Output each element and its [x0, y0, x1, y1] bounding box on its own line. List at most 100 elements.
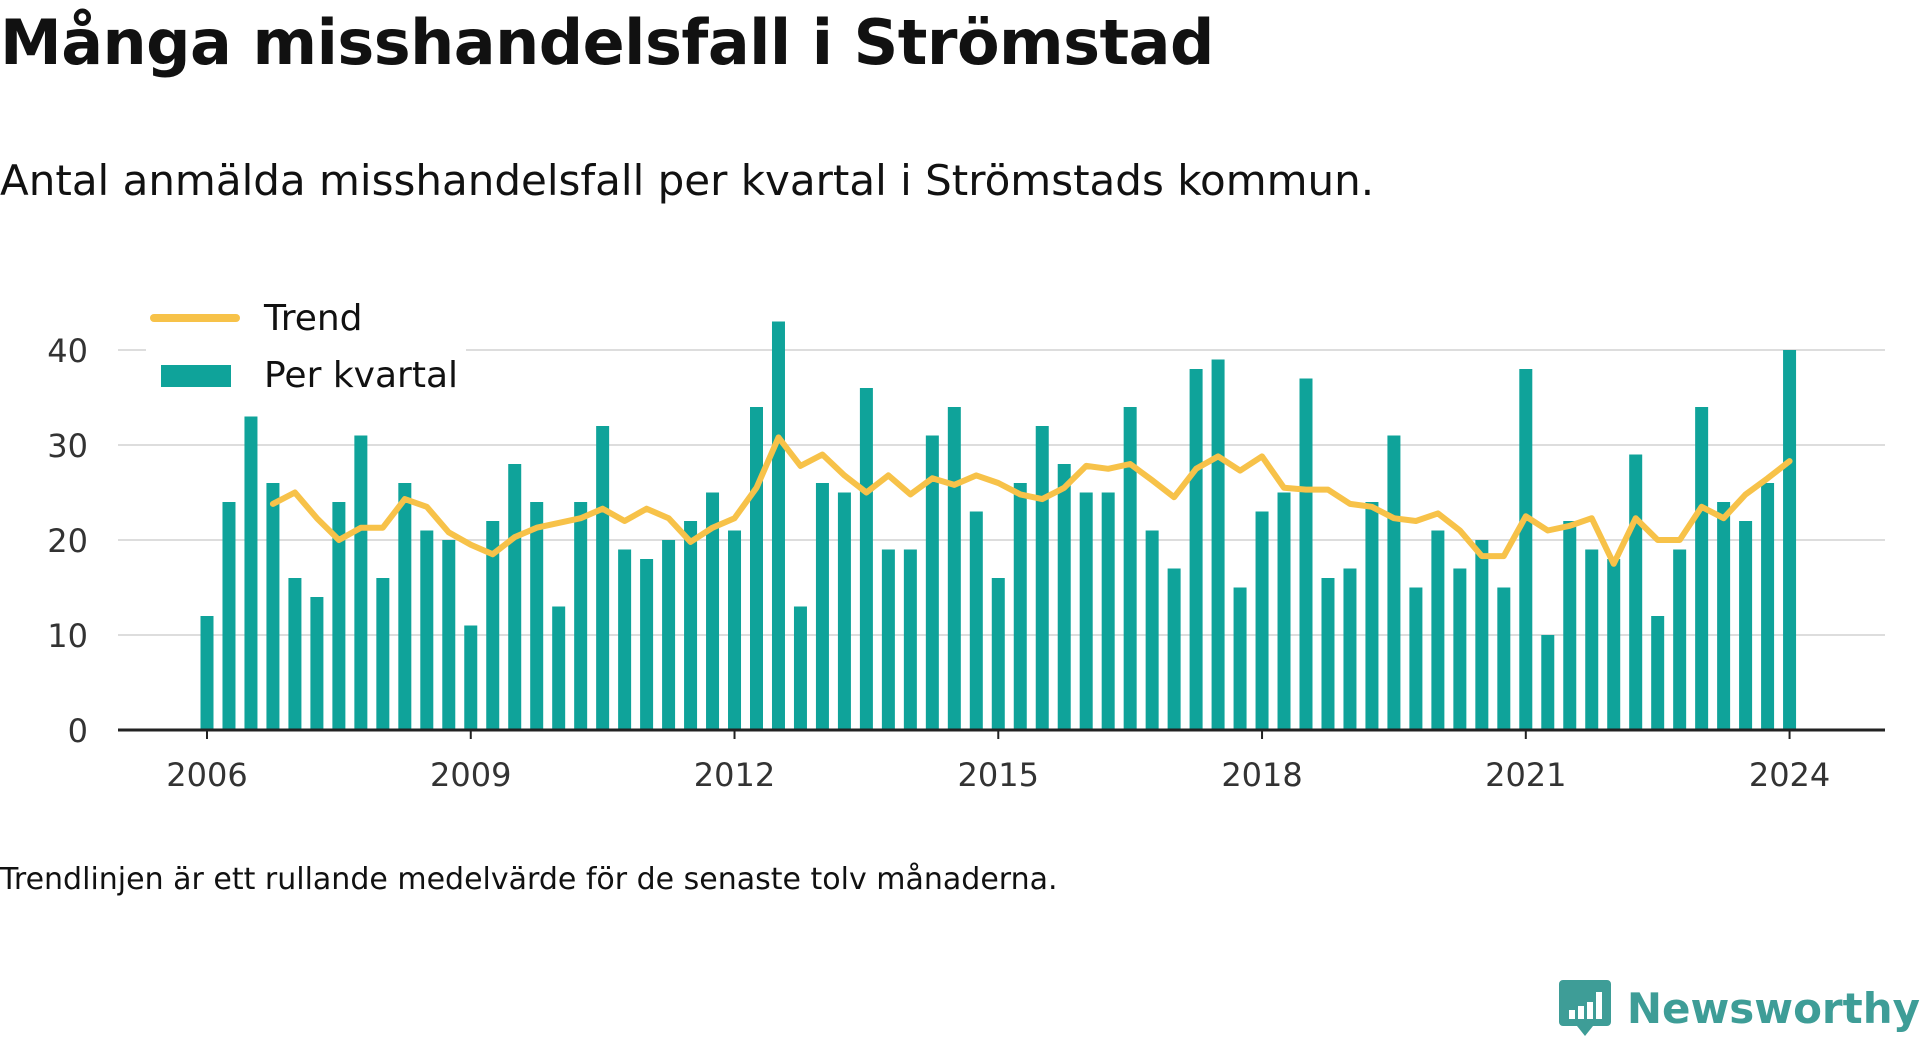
chart-svg: 0 10 20 30 40 2006 2009 2012 2015 2018 2021 2024 T…: [47, 288, 1885, 794]
bar: [881, 549, 895, 730]
x-tick-label: 2006: [166, 756, 247, 794]
bar: [376, 578, 390, 730]
bar: [1497, 587, 1511, 730]
y-tick-label: 0: [68, 712, 88, 750]
x-tick-label: 2021: [1485, 756, 1566, 794]
bar: [310, 597, 324, 730]
trend-line: [269, 434, 1793, 567]
bar: [596, 426, 610, 730]
bar: [486, 521, 500, 730]
bar: [1585, 549, 1599, 730]
bar: [728, 530, 742, 730]
bar: [200, 616, 214, 730]
bar: [1717, 502, 1731, 730]
bar: [859, 388, 873, 730]
bar: [750, 407, 763, 730]
bar: [903, 549, 917, 730]
bar: [793, 606, 807, 730]
bar: [1211, 359, 1225, 730]
bar: [815, 483, 829, 730]
bar: [662, 540, 676, 730]
chart-area: 0 10 20 30 40 2006 2009 2012 2015 2018 2021 2024 T…: [0, 280, 1920, 810]
bar: [1673, 549, 1687, 730]
bar: [1651, 616, 1665, 730]
bar: [1035, 426, 1049, 730]
bar: [1013, 483, 1027, 730]
y-tick-label: 20: [47, 522, 88, 560]
bar: [266, 483, 280, 730]
bar: [618, 549, 632, 730]
bar: [1365, 502, 1379, 730]
legend-bars-swatch: [161, 365, 231, 387]
bar: [991, 578, 1005, 730]
bar: [552, 606, 566, 730]
y-tick-label: 40: [47, 332, 88, 370]
bar: [947, 407, 961, 730]
bar: [1409, 587, 1423, 730]
bar: [1629, 454, 1643, 730]
bar: [1541, 635, 1555, 730]
bar: [1431, 530, 1445, 730]
chart-subtitle: Antal anmälda misshandelsfall per kvarta…: [0, 156, 1375, 205]
bar: [684, 521, 698, 730]
bar: [1783, 350, 1797, 730]
y-tick-label: 30: [47, 427, 88, 465]
bar: [1607, 559, 1621, 730]
bar: [1057, 464, 1071, 730]
bar: [771, 321, 785, 730]
bar: [1387, 435, 1401, 730]
bar: [1299, 378, 1313, 730]
bar: [508, 464, 522, 730]
bar: [442, 540, 456, 730]
bar: [1739, 521, 1753, 730]
bar: [288, 578, 302, 730]
bar: [332, 502, 346, 730]
bar: [1563, 521, 1577, 730]
page-title: Många misshandelsfall i Strömstad: [0, 6, 1214, 79]
bar: [530, 502, 544, 730]
bar: [640, 559, 654, 730]
bar: [1145, 530, 1159, 730]
bar: [969, 511, 983, 730]
bar: [706, 492, 720, 730]
x-tick-label: 2018: [1221, 756, 1302, 794]
bar: [1475, 540, 1489, 730]
bar: [837, 492, 851, 730]
chart-legend: Trend Per kvartal: [146, 288, 466, 396]
bar: [1761, 483, 1775, 730]
bar: [574, 502, 588, 730]
bar: [1123, 407, 1137, 730]
chart-footnote: Trendlinjen är ett rullande medelvärde f…: [0, 862, 1058, 897]
x-tick-label: 2015: [958, 756, 1039, 794]
y-tick-label: 10: [47, 617, 88, 655]
bar: [1233, 587, 1247, 730]
bar: [222, 502, 236, 730]
x-tick-label: 2024: [1749, 756, 1830, 794]
bar: [1079, 492, 1093, 730]
brand-logo: Newsworthy: [1558, 980, 1920, 1036]
bar: [1695, 407, 1709, 730]
bar: [1101, 492, 1115, 730]
x-tick-label: 2012: [694, 756, 775, 794]
bar: [1167, 568, 1181, 730]
bar: [925, 435, 939, 730]
legend-trend-label: Trend: [263, 298, 363, 339]
bar: [398, 483, 412, 730]
bar: [1277, 492, 1291, 730]
newsworthy-logo-icon: [1558, 980, 1611, 1036]
x-tick-label: 2009: [430, 756, 511, 794]
axis-layer: 2006 2009 2012 2015 2018 2021 2024: [118, 728, 1885, 794]
bar: [1321, 578, 1335, 730]
bar: [1519, 369, 1533, 730]
bar: [354, 435, 368, 730]
bar: [464, 625, 478, 730]
bar: [1189, 369, 1203, 730]
bar: [244, 416, 258, 730]
brand-name: Newsworthy: [1626, 983, 1920, 1033]
legend-bars-label: Per kvartal: [264, 355, 458, 396]
bar: [1255, 511, 1269, 730]
line-layer: [269, 434, 1793, 567]
bar: [1343, 568, 1357, 730]
bar: [1453, 568, 1467, 730]
bar: [420, 530, 434, 730]
